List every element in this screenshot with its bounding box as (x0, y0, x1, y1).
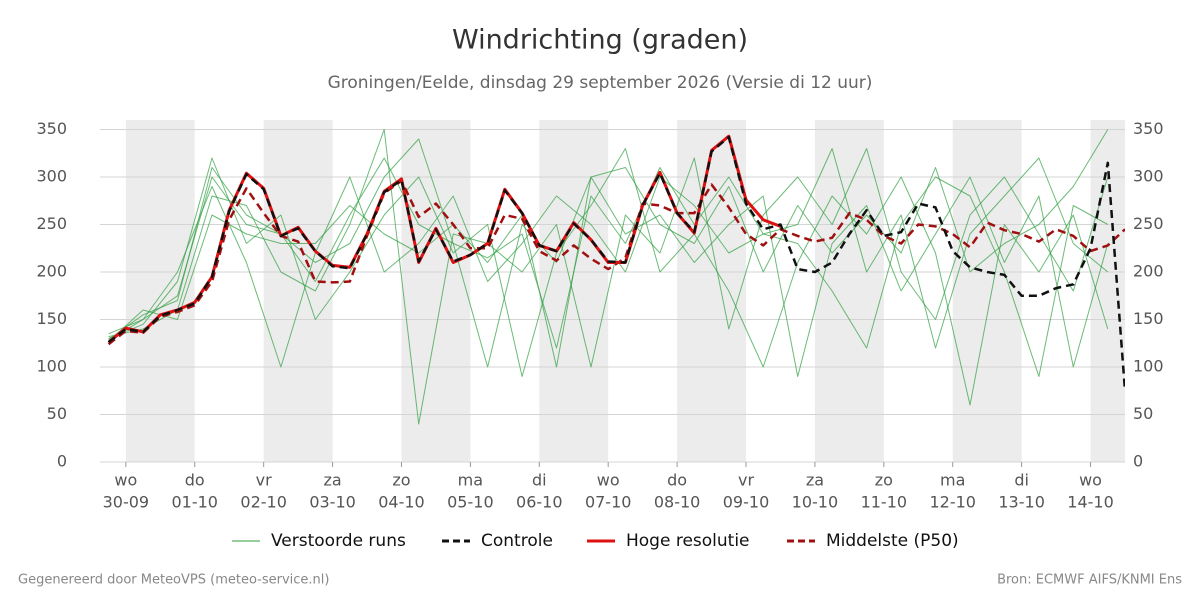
y2-tick-label: 100 (1133, 357, 1164, 376)
x-tick-label: do (185, 471, 205, 490)
y-tick-label: 100 (36, 357, 67, 376)
day-band (401, 120, 471, 462)
ensemble-run (108, 129, 1109, 368)
legend-label: Controle (481, 531, 553, 551)
x-tick-label: za (323, 471, 341, 490)
y2-tick-label: 150 (1133, 309, 1164, 328)
x-tick-label: ma (940, 471, 965, 490)
chart-subtitle: Groningen/Eelde, dinsdag 29 september 20… (328, 73, 873, 93)
day-band (263, 120, 333, 462)
x-tick-date: 30-09 (103, 493, 150, 512)
y2-tick-label: 0 (1133, 452, 1143, 471)
y-tick-label: 250 (36, 214, 67, 233)
ensemble-run (108, 148, 1109, 368)
x-tick-date: 02-10 (240, 493, 287, 512)
footer-right: Bron: ECMWF AIFS/KNMI Ens (997, 573, 1182, 588)
y-tick-label: 50 (47, 404, 67, 423)
y2-tick-label: 350 (1133, 119, 1164, 138)
y2-tick-label: 200 (1133, 262, 1164, 281)
y-tick-label: 150 (36, 309, 67, 328)
legend-label: Middelste (P50) (826, 531, 959, 551)
x-tick-label: zo (875, 471, 893, 490)
x-tick-date: 09-10 (723, 493, 770, 512)
x-tick-label: wo (597, 471, 620, 490)
series-line (107, 135, 1125, 391)
x-tick-label: do (667, 471, 687, 490)
x-tick-date: 13-10 (998, 493, 1045, 512)
day-band (125, 120, 195, 462)
y-tick-label: 0 (57, 452, 67, 471)
x-tick-date: 08-10 (654, 493, 701, 512)
y-tick-label: 350 (36, 119, 67, 138)
x-tick-label: za (806, 471, 824, 490)
y-tick-label: 300 (36, 167, 67, 186)
y2-tick-label: 50 (1133, 404, 1153, 423)
x-tick-date: 11-10 (861, 493, 908, 512)
x-tick-date: 12-10 (929, 493, 976, 512)
day-band (677, 120, 747, 462)
legend-label: Hoge resolutie (626, 531, 750, 551)
x-tick-label: di (1014, 471, 1029, 490)
day-band (539, 120, 609, 462)
ensemble-run (108, 129, 1109, 425)
y2-tick-label: 250 (1133, 214, 1164, 233)
x-tick-date: 01-10 (171, 493, 218, 512)
footer-left: Gegenereerd door MeteoVPS (meteo-service… (18, 573, 329, 588)
x-tick-date: 05-10 (447, 493, 494, 512)
x-tick-label: vr (256, 471, 272, 490)
y2-tick-label: 300 (1133, 167, 1164, 186)
x-tick-label: wo (1079, 471, 1102, 490)
chart-title: Windrichting (graden) (452, 25, 748, 56)
x-tick-date: 04-10 (378, 493, 425, 512)
x-tick-label: di (532, 471, 547, 490)
ensemble-run (108, 138, 1109, 377)
x-tick-label: zo (392, 471, 410, 490)
x-tick-date: 06-10 (516, 493, 563, 512)
day-band (952, 120, 1022, 462)
plot (107, 129, 1125, 425)
x-tick-date: 14-10 (1067, 493, 1114, 512)
x-tick-date: 03-10 (309, 493, 356, 512)
x-tick-label: vr (738, 471, 754, 490)
x-tick-label: wo (114, 471, 137, 490)
legend: Verstoorde runs Controle Hoge resolutie Mid… (232, 531, 959, 551)
legend-label: Verstoorde runs (271, 531, 406, 551)
x-tick-date: 07-10 (585, 493, 632, 512)
x-tick-date: 10-10 (792, 493, 839, 512)
y-tick-label: 200 (36, 262, 67, 281)
x-tick-label: ma (458, 471, 483, 490)
